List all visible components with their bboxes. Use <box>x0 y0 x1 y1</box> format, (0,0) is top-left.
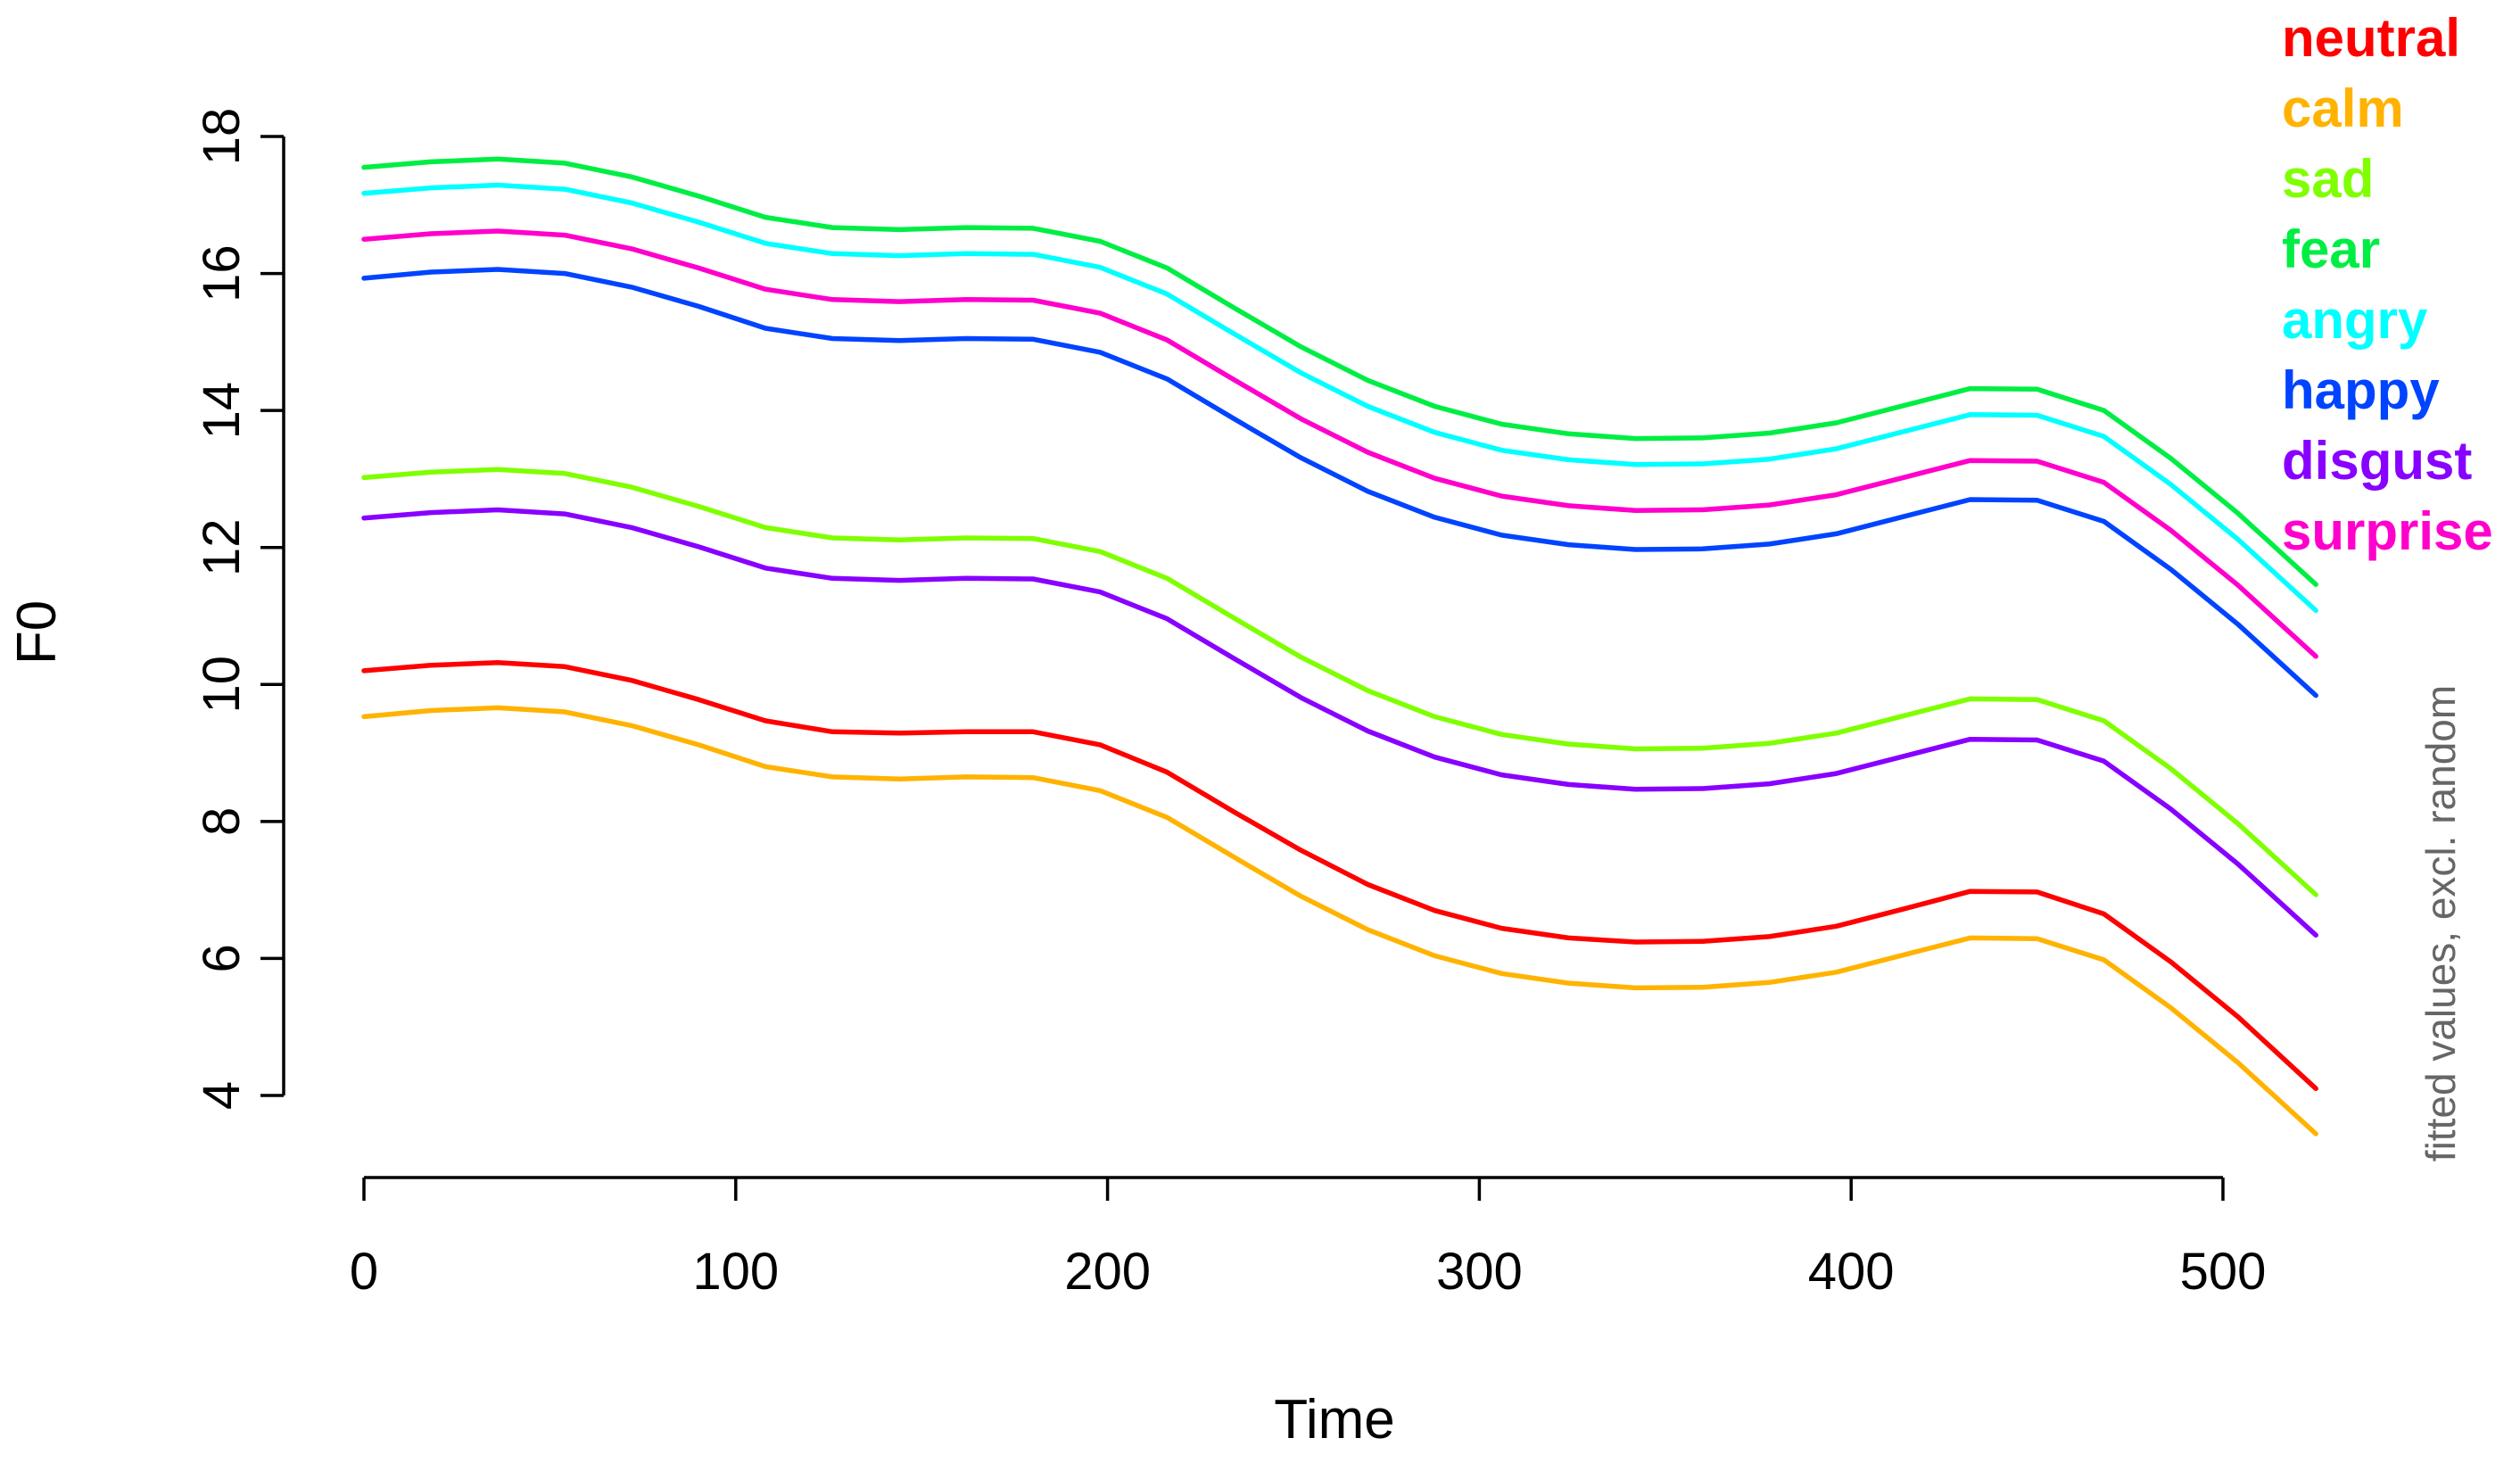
y-tick-label: 4 <box>193 1081 251 1110</box>
y-tick-label: 6 <box>193 944 251 972</box>
x-tick-label: 200 <box>1064 1243 1151 1301</box>
legend-label-angry: angry <box>2282 290 2428 350</box>
series-line-calm <box>361 705 2318 1137</box>
x-tick-label: 100 <box>692 1243 779 1301</box>
y-axis: 4 6 8 10 12 14 16 18 <box>193 108 285 1110</box>
y-tick-label: 14 <box>193 382 251 440</box>
series-line-fear <box>361 156 2318 587</box>
x-axis-title: Time <box>1274 1389 1394 1451</box>
x-axis: 0 100 200 300 400 500 <box>350 1176 2267 1301</box>
y-tick-label: 12 <box>193 518 251 576</box>
y-axis-title: F0 <box>6 600 68 665</box>
x-tick-label: 400 <box>1808 1243 1895 1301</box>
y-tick-label: 18 <box>193 108 251 166</box>
legend: neutral calm sad fear angry happy disgust surpr… <box>2282 8 2493 561</box>
side-note: fitted values, excl. random <box>2417 685 2464 1161</box>
series-line-happy <box>361 267 2318 698</box>
y-tick-label: 8 <box>193 807 251 836</box>
series-line-surprise <box>361 228 2318 659</box>
series-line-angry <box>361 182 2318 614</box>
y-tick-label: 16 <box>193 244 251 302</box>
series-line-disgust <box>361 507 2318 938</box>
legend-label-sad: sad <box>2282 149 2374 209</box>
series-line-sad <box>361 467 2318 897</box>
legend-label-happy: happy <box>2282 360 2440 420</box>
x-tick-label: 0 <box>350 1243 378 1301</box>
legend-label-neutral: neutral <box>2282 8 2460 68</box>
x-tick-label: 500 <box>2180 1243 2267 1301</box>
legend-label-calm: calm <box>2282 79 2404 138</box>
legend-label-disgust: disgust <box>2282 431 2472 491</box>
series-line-neutral <box>361 659 2318 1092</box>
legend-label-fear: fear <box>2282 219 2380 279</box>
legend-label-surprise: surprise <box>2282 501 2493 561</box>
series-layer <box>361 156 2318 1137</box>
x-tick-label: 300 <box>1436 1243 1523 1301</box>
y-tick-label: 10 <box>193 656 251 714</box>
